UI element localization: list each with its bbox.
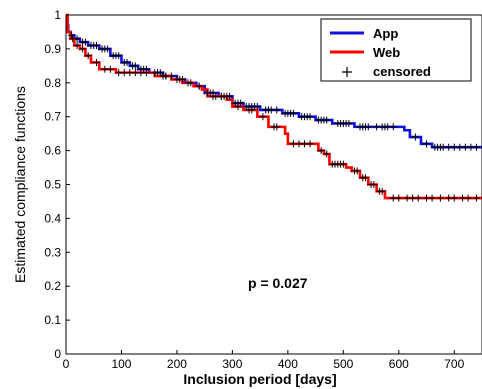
x-axis-label: Inclusion period [days] <box>183 371 336 387</box>
censored-mark-web <box>436 194 444 202</box>
x-tick-label: 200 <box>167 357 187 371</box>
censored-mark-web <box>184 79 192 87</box>
censored-mark-web <box>234 103 242 111</box>
x-tick-label: 100 <box>111 357 131 371</box>
censored-mark-web <box>195 82 203 90</box>
censored-mark-app <box>273 106 281 114</box>
legend-web-label: Web <box>373 45 400 60</box>
axis-ticks-layer: 0 100 200 300 400 500 600 700 0 0.1 0.2 0.3 0.4 0.5 0.… <box>44 8 464 371</box>
y-tick-label: 0.4 <box>44 211 61 225</box>
y-tick-label: 0.8 <box>44 76 61 90</box>
y-tick-label: 0.7 <box>44 110 61 124</box>
x-tick-label: 300 <box>222 357 242 371</box>
censored-mark-app <box>289 109 297 117</box>
censored-mark-app <box>115 52 123 60</box>
censored-mark-web <box>142 69 150 77</box>
censored-mark-app <box>81 38 89 46</box>
censored-mark-app <box>123 58 131 66</box>
censored-mark-web <box>306 140 314 148</box>
censored-mark-app <box>423 140 431 148</box>
censored-mark-app <box>93 42 101 50</box>
censored-mark-web <box>259 113 267 121</box>
y-tick-label: 1 <box>54 8 61 22</box>
censored-mark-web <box>69 35 77 43</box>
censored-mark-web <box>162 72 170 80</box>
censored-mark-web <box>428 194 436 202</box>
legend-censored-marker <box>342 67 352 77</box>
censored-mark-web <box>217 92 225 100</box>
legend-censored-label: censored <box>373 64 431 79</box>
x-tick-label: 700 <box>444 357 464 371</box>
y-tick-label: 0 <box>54 347 61 361</box>
censored-mark-web <box>73 42 81 50</box>
x-tick-label: 500 <box>333 357 353 371</box>
censored-mark-web <box>472 194 480 202</box>
censored-mark-app <box>345 119 353 127</box>
censored-mark-app <box>253 103 261 111</box>
censored-mark-web <box>464 194 472 202</box>
x-tick-label: 400 <box>278 357 298 371</box>
x-tick-label: 0 <box>63 357 70 371</box>
y-tick-label: 0.1 <box>44 313 61 327</box>
censored-mark-web <box>317 147 325 155</box>
censored-mark-web <box>395 194 403 202</box>
y-tick-label: 0.2 <box>44 279 61 293</box>
censored-mark-web <box>450 194 458 202</box>
censored-mark-web <box>273 123 281 131</box>
censored-mark-app <box>323 116 331 124</box>
censored-mark-web <box>339 160 347 168</box>
y-tick-label: 0.3 <box>44 245 61 259</box>
legend: App Web censored <box>320 18 472 82</box>
censored-mark-app <box>131 62 139 70</box>
y-tick-label: 0.5 <box>44 178 61 192</box>
legend-app-label: App <box>373 26 398 41</box>
censored-mark-app <box>226 92 234 100</box>
censored-mark-app <box>472 143 480 151</box>
censored-mark-web <box>93 58 101 66</box>
censored-mark-web <box>362 174 370 182</box>
censored-mark-web <box>173 75 181 83</box>
censored-mark-app <box>68 31 76 39</box>
censored-mark-app <box>411 133 419 141</box>
censored-mark-app <box>306 113 314 121</box>
censored-mark-web <box>370 181 378 188</box>
censored-mark-web <box>106 65 114 73</box>
censored-marks-layer <box>68 31 480 202</box>
y-tick-label: 0.9 <box>44 42 61 56</box>
censored-mark-web <box>353 167 361 175</box>
censored-mark-web <box>248 106 256 114</box>
y-tick-label: 0.6 <box>44 144 61 158</box>
p-value-annotation: p = 0.027 <box>248 275 308 291</box>
censored-mark-web <box>79 45 87 53</box>
censored-mark-web <box>414 194 422 202</box>
censored-mark-app <box>389 123 397 131</box>
x-tick-label: 600 <box>389 357 409 371</box>
censored-mark-app <box>364 123 372 131</box>
censored-mark-app <box>104 45 112 53</box>
censored-mark-web <box>378 187 386 195</box>
censored-mark-web <box>323 150 331 158</box>
censored-mark-web <box>84 52 92 60</box>
legend-box <box>320 18 472 82</box>
y-axis-label: Estimated compliance functions <box>12 86 28 283</box>
